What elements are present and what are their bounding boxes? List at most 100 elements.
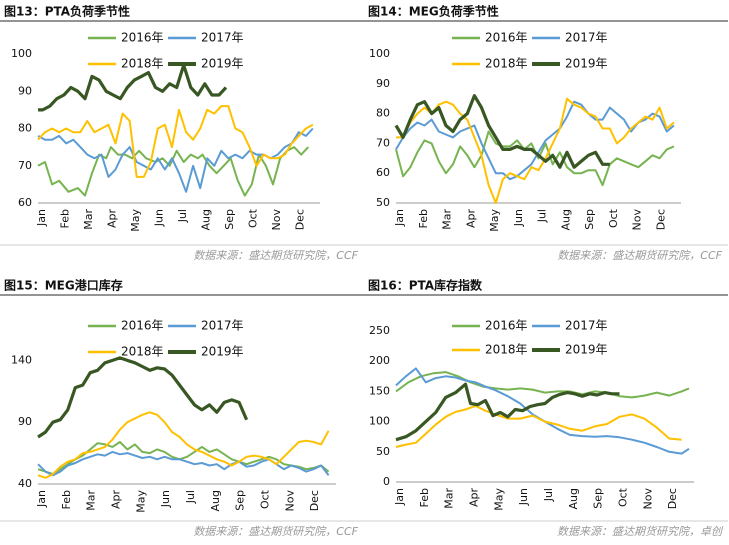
y-tick-label: 90 bbox=[18, 84, 32, 97]
x-tick-label: Feb bbox=[59, 209, 72, 228]
y-tick-label: 50 bbox=[376, 196, 390, 209]
y-tick-label: 90 bbox=[18, 415, 32, 428]
x-tick-label: Apr bbox=[110, 490, 123, 510]
x-tick-label: May bbox=[134, 490, 147, 513]
x-tick-label: Mar bbox=[443, 488, 456, 509]
x-tick-label: Aug bbox=[559, 209, 572, 230]
x-tick-label: Mar bbox=[82, 209, 95, 230]
y-tick-label: 90 bbox=[376, 77, 390, 90]
x-tick-label: Mar bbox=[441, 209, 454, 230]
legend-label: 2019年 bbox=[565, 343, 608, 357]
source-note: 数据来源：盛达期货研究院，CCF bbox=[193, 249, 358, 262]
legend-label: 2017年 bbox=[201, 31, 244, 45]
x-tick-label: Sep bbox=[592, 488, 605, 509]
y-tick-label: 40 bbox=[18, 477, 32, 490]
x-tick-label: May bbox=[488, 209, 501, 232]
series-line-2019年 bbox=[394, 94, 610, 169]
x-tick-label: Jan bbox=[35, 209, 48, 227]
source-note: 数据来源：盛达期货研究院，卓创 bbox=[557, 525, 724, 538]
chart-meg-load-svg: 图14：MEG负荷季节性 50 60 70 80 90 100 Jan Feb Mar Apr May… bbox=[364, 4, 728, 262]
y-tick-label: 100 bbox=[369, 47, 390, 60]
x-tick-label: Jan bbox=[393, 488, 406, 506]
legend-label: 2019年 bbox=[201, 57, 244, 71]
x-tick-label: Aug bbox=[567, 488, 580, 509]
y-tick-label: 60 bbox=[376, 166, 390, 179]
x-tick-label: May bbox=[129, 209, 142, 232]
y-tick-label: 70 bbox=[18, 159, 32, 172]
legend-label: 2019年 bbox=[201, 345, 244, 359]
x-tick-label: Jun bbox=[512, 209, 525, 227]
x-tick-label: Jun bbox=[153, 209, 166, 227]
x-tick-label: Dec bbox=[654, 209, 667, 230]
x-tick-label: Jul bbox=[536, 209, 549, 223]
x-tick-label: Sep bbox=[223, 209, 236, 230]
x-tick-label: Sep bbox=[583, 209, 596, 230]
x-tick-label: Jun bbox=[517, 488, 530, 506]
source-note: 数据来源：盛达期货研究院，CCF bbox=[193, 525, 358, 538]
series-line-2018年 bbox=[37, 411, 330, 479]
series-line-2016年 bbox=[395, 371, 690, 399]
x-tick-label: Nov bbox=[641, 488, 654, 510]
x-tick-label: Apr bbox=[106, 209, 119, 229]
legend-label: 2017年 bbox=[565, 319, 608, 333]
x-tick-label: May bbox=[492, 488, 505, 511]
chart-panel-meg-load: 图14：MEG负荷季节性 50 60 70 80 90 100 Jan Feb Mar Apr May… bbox=[364, 0, 728, 272]
x-tick-label: Jul bbox=[184, 490, 197, 504]
x-tick-label: Feb bbox=[417, 209, 430, 228]
x-tick-label: Nov bbox=[283, 490, 296, 512]
y-tick-label: 200 bbox=[369, 354, 390, 367]
chart-panel-pta-load: 图13：PTA负荷季节性 60 70 80 90 100 Jan Feb Mar Apr May Ju… bbox=[0, 0, 364, 272]
legend-label: 2018年 bbox=[121, 57, 164, 71]
series-line-2017年 bbox=[37, 450, 330, 477]
x-tick-label: Aug bbox=[209, 490, 222, 511]
x-tick-label: Dec bbox=[294, 209, 307, 230]
source-note: 数据来源：盛达期货研究院，CCF bbox=[557, 249, 722, 262]
x-tick-label: Oct bbox=[247, 208, 260, 228]
chart-meg-port-inventory-svg: 图15：MEG港口库存 40 90 140 Jan Feb Mar Apr May Jun Jul A… bbox=[0, 278, 364, 538]
x-tick-label: Dec bbox=[666, 488, 679, 509]
x-tick-label: Jul bbox=[176, 209, 189, 223]
chart-title: 图16：PTA库存指数 bbox=[368, 278, 483, 293]
chart-pta-load-svg: 图13：PTA负荷季节性 60 70 80 90 100 Jan Feb Mar Apr May Ju… bbox=[0, 4, 364, 262]
y-tick-label: 70 bbox=[376, 136, 390, 149]
x-tick-label: Oct bbox=[259, 489, 272, 509]
x-tick-label: Feb bbox=[60, 490, 73, 509]
chart-panel-meg-port-inventory: 图15：MEG港口库存 40 90 140 Jan Feb Mar Apr May Jun Jul A… bbox=[0, 272, 364, 544]
series-line-2016年 bbox=[37, 146, 310, 197]
legend-label: 2016年 bbox=[485, 319, 528, 333]
x-tick-label: Apr bbox=[464, 209, 477, 229]
chart-title: 图13：PTA负荷季节性 bbox=[4, 4, 130, 19]
legend-label: 2017年 bbox=[565, 31, 608, 45]
legend-label: 2017年 bbox=[201, 319, 244, 333]
y-tick-label: 50 bbox=[376, 445, 390, 458]
chart-panel-pta-inventory-index: 图16：PTA库存指数 0 50 100 150 200 250 Jan Feb Mar Apr Ma… bbox=[364, 272, 728, 544]
x-tick-label: Mar bbox=[85, 490, 98, 511]
x-tick-label: Sep bbox=[234, 490, 247, 511]
y-tick-label: 80 bbox=[376, 107, 390, 120]
series-line-2018年 bbox=[396, 97, 675, 204]
x-tick-label: Nov bbox=[631, 209, 644, 231]
legend-label: 2018年 bbox=[121, 345, 164, 359]
legend-label: 2018年 bbox=[485, 57, 528, 71]
legend-label: 2016年 bbox=[121, 319, 164, 333]
x-tick-label: Jul bbox=[542, 488, 555, 502]
series-line-2018年 bbox=[37, 105, 314, 178]
x-tick-label: Dec bbox=[308, 490, 321, 511]
y-tick-label: 80 bbox=[18, 122, 32, 135]
legend-label: 2018年 bbox=[485, 343, 528, 357]
x-tick-label: Jun bbox=[159, 490, 172, 508]
series-line-2017年 bbox=[395, 100, 675, 181]
x-tick-label: Aug bbox=[200, 209, 213, 230]
x-tick-label: Feb bbox=[418, 488, 431, 507]
y-tick-label: 250 bbox=[369, 324, 390, 337]
series-line-2018年 bbox=[395, 404, 682, 448]
series-line-2017年 bbox=[395, 367, 690, 455]
legend-label: 2019年 bbox=[565, 57, 608, 71]
x-tick-label: Jan bbox=[35, 490, 48, 508]
y-tick-label: 100 bbox=[369, 415, 390, 428]
series-line-2019年 bbox=[37, 356, 249, 439]
x-tick-label: Jan bbox=[393, 209, 406, 227]
chart-pta-inventory-index-svg: 图16：PTA库存指数 0 50 100 150 200 250 Jan Feb Mar Apr Ma… bbox=[364, 278, 728, 538]
series-line-2019年 bbox=[38, 63, 228, 112]
x-tick-label: Oct bbox=[617, 487, 630, 507]
